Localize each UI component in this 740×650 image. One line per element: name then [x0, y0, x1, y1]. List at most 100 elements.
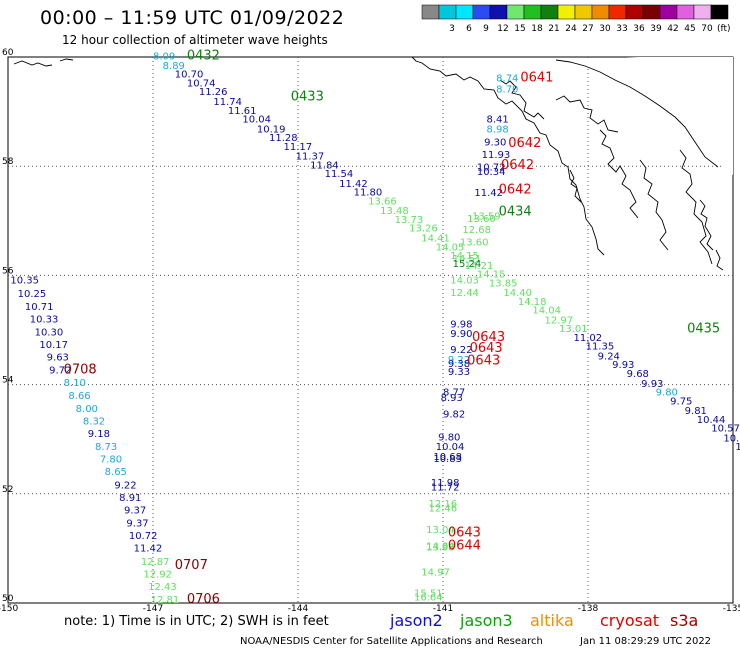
swh-value: 13.48 [380, 206, 409, 217]
color-bin-label: 18 [531, 24, 543, 34]
swh-value: 9.30 [484, 137, 506, 148]
latitude-tick-label: 52 [2, 485, 13, 495]
swh-value: 13.04 [426, 525, 455, 536]
swh-value: 10.36 [723, 433, 740, 444]
pass-time-label: 0434 [499, 204, 532, 219]
longitude-tick-label: -147 [143, 604, 163, 614]
swh-value: 9.63 [47, 353, 69, 364]
swh-value: 8.00 [76, 404, 98, 415]
pass-time-label: 0644 [448, 538, 481, 553]
swh-value: 11.74 [213, 97, 242, 108]
color-bin-label: 42 [667, 24, 678, 34]
swh-value: 13.73 [395, 215, 424, 226]
color-bin [489, 4, 508, 20]
swh-value: 8.73 [95, 442, 117, 453]
swh-value: 9.37 [124, 505, 146, 516]
graticule [8, 57, 733, 603]
satellite-legend-s3a: s3a [670, 611, 698, 630]
latitude-tick-label: 60 [2, 48, 14, 58]
swh-value: 13.59 [472, 212, 501, 223]
map-title: 00:00 – 11:59 UTC 01/09/2022 [40, 7, 344, 29]
swh-value: 13.60 [467, 214, 496, 225]
color-bin [506, 4, 525, 20]
swh-value: 11.42 [339, 179, 368, 190]
swh-value: 8.09 [153, 52, 175, 63]
swh-value: 13.98 [426, 543, 455, 554]
color-bin-label: 15 [514, 24, 525, 34]
swh-value: 14.15 [450, 251, 479, 262]
pass-time-label: 0432 [187, 49, 220, 64]
color-scale-unit: (ft) [717, 24, 731, 34]
swh-value: 14.84 [426, 541, 455, 552]
color-bin-label: 27 [582, 24, 593, 34]
swh-value: 8.41 [487, 115, 509, 126]
pass-time-label: 0642 [499, 183, 532, 198]
swh-value: 13.60 [460, 237, 489, 248]
swh-value: 14.41 [421, 234, 450, 245]
swh-value: 13.01 [559, 324, 588, 335]
pass-time-label: 0641 [520, 71, 553, 86]
swh-value: 13.85 [489, 278, 518, 289]
swh-value: 11.02 [574, 333, 603, 344]
swh-value: 12.68 [462, 225, 491, 236]
swh-value: 10.35 [10, 276, 39, 287]
swh-value: 14.51 [453, 254, 482, 265]
swh-value: 13.66 [368, 196, 397, 207]
swh-value: 9.24 [598, 351, 620, 362]
swh-value: 11.72 [431, 483, 460, 494]
color-bin-label: 33 [616, 24, 627, 34]
satellite-legend-cryosat: cryosat [600, 611, 659, 630]
swh-value: 11.17 [284, 142, 313, 153]
swh-value: 16.64 [414, 592, 443, 603]
diagonal-track: 8.098.8910.7010.7411.2611.7411.6110.0410… [153, 52, 740, 453]
west-track: 10.3510.2510.7110.3310.3010.179.639.728.… [10, 276, 179, 606]
swh-value: 11.93 [482, 150, 511, 161]
color-bin-label: 36 [633, 24, 645, 34]
swh-value: 15.24 [453, 259, 482, 270]
pass-time-label: 0643 [472, 330, 505, 345]
color-bin-label: 24 [565, 24, 577, 34]
swh-value: 10.44 [697, 415, 726, 426]
pass-time-label: 0708 [64, 363, 97, 378]
pass-time-label: 0706 [187, 592, 220, 607]
color-bin [557, 4, 576, 20]
swh-value: 14.18 [518, 297, 547, 308]
swh-value: 11.61 [228, 106, 257, 117]
longitude-tick-label: -138 [578, 604, 599, 614]
color-bin-label: 9 [483, 24, 489, 34]
color-bin-label: 39 [650, 24, 662, 34]
map-subtitle: 12 hour collection of altimeter wave hei… [62, 33, 328, 47]
swh-value: 14.21 [465, 261, 494, 272]
swh-value: 10.68 [433, 452, 462, 463]
color-bin [574, 4, 593, 20]
color-bin [642, 4, 661, 20]
satellite-legend-jason2: jason2 [389, 611, 443, 630]
swh-value: 10.5 [735, 442, 740, 453]
swh-value: 11.54 [325, 169, 354, 180]
swh-value: 9.33 [448, 367, 470, 378]
longitude-tick-labels: -150 -147 -144 -141 -138 -135 [0, 604, 740, 614]
swh-value: 9.81 [685, 406, 707, 417]
swh-value: 9.82 [443, 409, 465, 420]
swh-value: 10.70 [175, 70, 204, 81]
color-bin-label: 70 [701, 24, 713, 34]
swh-value: 8.32 [83, 416, 105, 427]
swh-value: 8.93 [441, 393, 463, 404]
swh-value: 9.18 [88, 429, 110, 440]
swh-value: 10.57 [711, 424, 740, 435]
pass-time-label: 0707 [175, 558, 208, 573]
satellite-legend-altika: altika [530, 611, 574, 630]
swh-value: 9.98 [450, 319, 472, 330]
color-bin [710, 4, 729, 20]
swh-value: 9.22 [448, 355, 470, 366]
swh-value: 12.92 [143, 569, 172, 580]
swh-value: 10.33 [30, 314, 59, 325]
swh-value: 10.72 [129, 531, 158, 542]
color-bin [693, 4, 712, 20]
color-bin-label: 6 [466, 24, 472, 34]
swh-value: 9.68 [627, 369, 649, 380]
pass-time-label: 0643 [467, 353, 500, 368]
swh-value: 13.26 [409, 224, 438, 235]
pass-time-label: 0643 [448, 525, 481, 540]
